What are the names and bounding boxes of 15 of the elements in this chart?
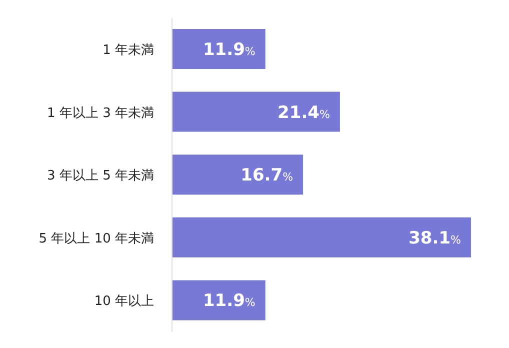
- y-tick-label: 3 年以上 5 年未満: [47, 168, 154, 184]
- bar: [172, 154, 304, 195]
- bar: [172, 280, 266, 320]
- y-tick-label: 1 年未満: [102, 43, 154, 58]
- bar: [172, 29, 266, 69]
- data-label: 38.1%: [408, 228, 461, 248]
- y-tick-label: 10 年以上: [94, 294, 154, 310]
- bar: [172, 217, 471, 258]
- data-label: 16.7%: [240, 166, 294, 186]
- bar: [172, 92, 340, 132]
- data-label: 21.4%: [278, 102, 330, 123]
- data-label: 11.9%: [202, 40, 256, 60]
- y-tick-label: 5 年以上 10 年未満: [38, 231, 154, 246]
- y-tick-label: 1 年以上 3 年未満: [47, 106, 154, 121]
- data-label: 11.9%: [202, 291, 256, 312]
